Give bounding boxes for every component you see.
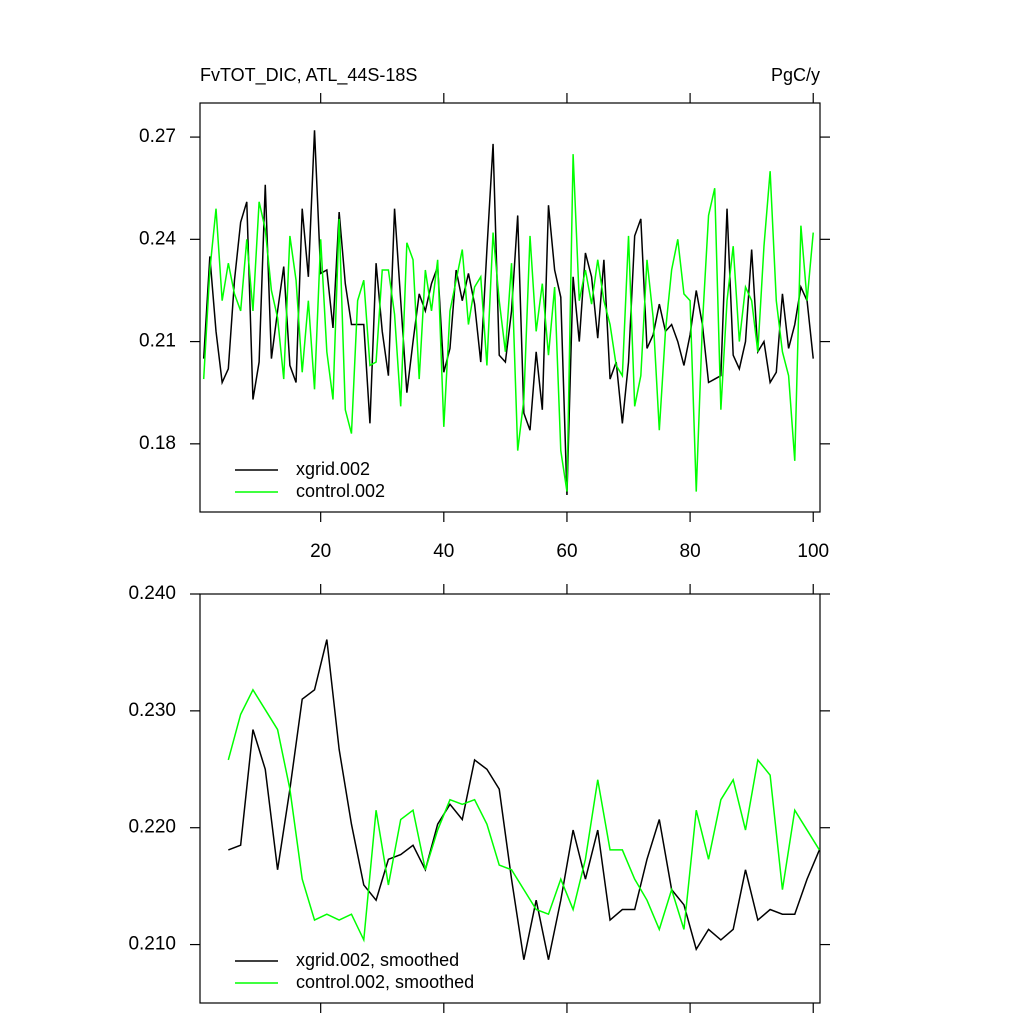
series-line: [202, 154, 814, 492]
plot-frame: [199, 593, 821, 1004]
y-tick-label: 0.27: [139, 126, 176, 147]
y-tick-label: 0.24: [139, 228, 176, 249]
units-label: PgC/y: [771, 65, 820, 85]
y-tick-label: 0.240: [128, 583, 176, 604]
legend-label: xgrid.002: [296, 459, 370, 479]
y-tick-label: 0.18: [139, 433, 176, 454]
chart-title: FvTOT_DIC, ATL_44S-18S: [200, 65, 417, 86]
y-tick-label: 0.230: [128, 700, 176, 721]
y-tick-label: 0.210: [128, 934, 176, 955]
x-tick-label: 80: [680, 541, 701, 562]
legend-label: xgrid.002, smoothed: [296, 950, 459, 970]
x-tick-label: 100: [797, 541, 829, 562]
x-tick-label: 40: [433, 541, 454, 562]
x-tick-label: 20: [310, 541, 331, 562]
series-line: [202, 130, 814, 495]
plot-frame: [199, 102, 821, 513]
legend-label: control.002: [296, 481, 385, 501]
x-tick-label: 60: [556, 541, 577, 562]
y-tick-label: 0.220: [128, 817, 176, 838]
legend-label: control.002, smoothed: [296, 972, 474, 992]
y-tick-label: 0.21: [139, 331, 176, 352]
series-line: [228, 639, 821, 960]
series-line: [227, 688, 821, 943]
